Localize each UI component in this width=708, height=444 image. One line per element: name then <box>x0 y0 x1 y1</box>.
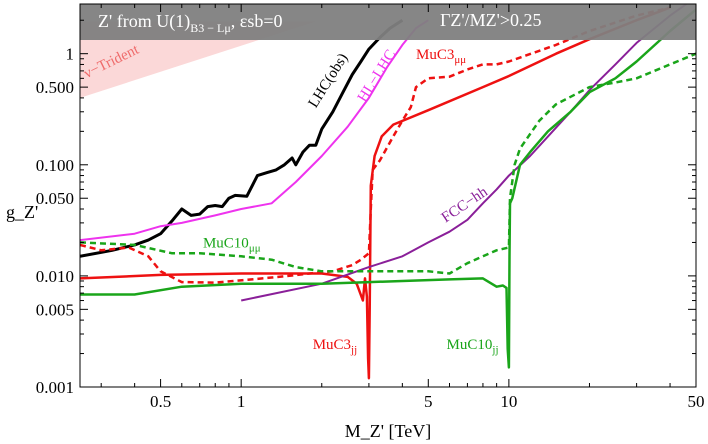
series-line-muc10-5 <box>80 8 696 369</box>
curve-label-muc10-jj: MuC10jj <box>447 337 499 356</box>
axis-ticks: 0.5 1 5 10 50 0.001 0.005 0.010 0.050 0.100 0.500 1 <box>36 4 705 411</box>
banner-model-label: Z' from U(1)B3 − Lμ, εsb=0 <box>98 11 282 35</box>
series-line-hl-lhc-1 <box>80 19 429 242</box>
curve-label-muc3-jj: MuC3jj <box>313 337 357 356</box>
y-tick-label: 1 <box>66 45 75 64</box>
x-tick-label: 10 <box>500 392 517 411</box>
banner-width-label: ΓZ'/MZ'>0.25 <box>440 10 542 30</box>
shaded-regions <box>80 21 316 98</box>
plot-frame <box>79 3 697 388</box>
curve-label-fcc-hh: FCC−hh <box>439 184 491 227</box>
width-exclusion-banner: Z' from U(1)B3 − Lμ, εsb=0 ΓZ'/MZ'>0.25 <box>80 4 696 40</box>
series-line-muc3-2 <box>80 6 671 380</box>
y-tick-label: 0.001 <box>36 378 74 397</box>
x-tick-label: 50 <box>688 392 705 411</box>
curve-labels: LHC(obs) HL−LHC MuC3μμ MuC10μμ FCC−hh MuC3jj M… <box>82 41 499 356</box>
x-axis-title: M_Z' [TeV] <box>345 421 431 441</box>
series-line-muc3-3 <box>80 6 671 284</box>
y-axis-title: g_Z' <box>6 202 38 222</box>
curve-label-hl-lhc: HL−LHC <box>355 47 400 105</box>
y-tick-label: 0.005 <box>36 300 74 319</box>
curve-label-muc3: MuC3μμ <box>416 47 466 66</box>
series-line-muc10-6 <box>80 52 696 275</box>
y-tick-label: 0.050 <box>36 189 74 208</box>
curve-label-muc10: MuC10μμ <box>203 236 261 255</box>
series-line-lhc-obs-0 <box>80 18 404 258</box>
banner-band <box>80 4 696 40</box>
x-tick-label: 5 <box>424 392 433 411</box>
x-tick-label: 1 <box>237 392 246 411</box>
y-tick-label: 0.100 <box>36 156 74 175</box>
region-trident <box>80 21 316 98</box>
series-line-fcc-hh-4 <box>240 4 689 302</box>
y-tick-label: 0.010 <box>36 267 74 286</box>
y-tick-label: 0.500 <box>36 78 74 97</box>
curve-label-lhc-obs: LHC(obs) <box>306 51 352 111</box>
x-tick-label: 0.5 <box>150 392 171 411</box>
series-lines <box>80 4 696 380</box>
